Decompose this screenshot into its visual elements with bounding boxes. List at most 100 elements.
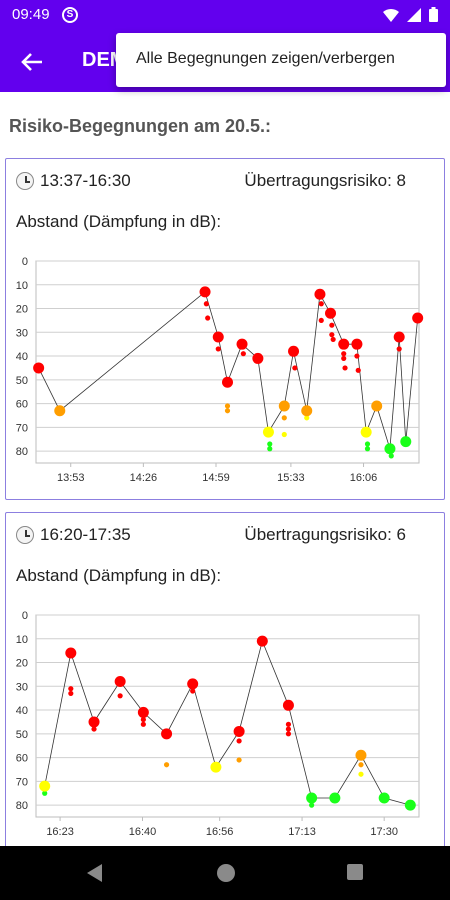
encounter-card[interactable]: 16:20-17:35 Übertragungsrisiko: 6 Abstan… xyxy=(5,512,445,850)
data-point xyxy=(163,762,170,768)
nav-recent-icon[interactable] xyxy=(346,863,364,881)
signal-app-icon: S xyxy=(62,7,78,23)
data-point xyxy=(205,315,211,321)
data-point xyxy=(210,761,222,773)
section-heading: Risiko-Begegnungen am 20.5.: xyxy=(9,116,272,136)
data-point xyxy=(304,415,310,421)
data-point xyxy=(351,338,363,350)
x-tick-label: 16:56 xyxy=(206,826,234,838)
y-tick-label: 70 xyxy=(16,422,28,434)
data-point xyxy=(325,307,337,319)
x-tick-label: 14:26 xyxy=(130,472,158,484)
card-time: 16:20-17:35 xyxy=(16,525,131,545)
menu-item-toggle-encounters[interactable]: Alle Begegnungen zeigen/verbergen xyxy=(136,50,395,67)
data-point xyxy=(309,802,315,808)
distance-label: Abstand (Dämpfung in dB): xyxy=(16,566,222,585)
time-range: 16:20-17:35 xyxy=(40,525,131,544)
data-point xyxy=(267,441,273,447)
x-tick-label: 16:06 xyxy=(350,472,378,484)
y-tick-label: 40 xyxy=(16,705,28,717)
distance-label: Abstand (Dämpfung in dB): xyxy=(16,212,222,231)
x-tick-label: 15:33 xyxy=(277,472,305,484)
data-point xyxy=(318,317,324,324)
data-point xyxy=(212,331,224,343)
data-point xyxy=(281,431,287,438)
x-tick-label: 13:53 xyxy=(57,472,85,484)
data-point xyxy=(341,355,347,362)
y-tick-label: 50 xyxy=(16,729,28,741)
data-point xyxy=(224,403,231,409)
time-range: 13:37-16:30 xyxy=(40,171,131,190)
data-point xyxy=(65,647,77,659)
data-point xyxy=(236,738,242,744)
data-point xyxy=(285,721,292,727)
y-tick-label: 30 xyxy=(16,327,28,339)
data-point xyxy=(140,721,146,727)
x-tick-label: 16:40 xyxy=(129,826,157,838)
data-point xyxy=(288,345,300,357)
data-point xyxy=(330,336,336,343)
data-point xyxy=(358,771,364,777)
status-time: 09:49 xyxy=(12,6,50,23)
y-tick-label: 0 xyxy=(22,256,28,268)
navigation-bar xyxy=(0,846,450,900)
y-tick-label: 50 xyxy=(16,375,28,387)
y-tick-label: 80 xyxy=(16,800,28,812)
data-point xyxy=(224,408,231,414)
data-point xyxy=(278,400,290,412)
data-point xyxy=(285,731,292,737)
data-point xyxy=(342,365,348,371)
transmission-risk: Übertragungsrisiko: 8 xyxy=(244,171,406,190)
data-point xyxy=(281,415,287,421)
back-button[interactable] xyxy=(14,44,50,80)
data-point xyxy=(114,676,126,688)
x-tick-label: 16:23 xyxy=(46,826,74,838)
data-point xyxy=(187,678,199,690)
data-point xyxy=(364,441,371,447)
status-icons xyxy=(383,7,438,22)
data-point xyxy=(358,762,364,768)
y-tick-label: 30 xyxy=(16,681,28,693)
y-tick-label: 20 xyxy=(16,304,28,316)
data-point xyxy=(329,332,335,338)
y-tick-label: 80 xyxy=(16,446,28,458)
data-point xyxy=(338,338,350,350)
data-point xyxy=(355,749,367,761)
data-point xyxy=(341,351,347,357)
data-point xyxy=(282,699,294,711)
data-point xyxy=(400,436,412,448)
y-tick-label: 40 xyxy=(16,351,28,363)
data-point xyxy=(91,726,97,732)
data-point xyxy=(393,331,405,343)
data-point xyxy=(54,405,66,417)
app-title: DEM xyxy=(82,49,127,71)
encounter-card[interactable]: 13:37-16:30 Übertragungsrisiko: 8 Abstan… xyxy=(5,158,445,500)
data-point xyxy=(117,693,123,699)
data-point xyxy=(88,716,100,728)
data-point xyxy=(329,322,335,328)
data-point xyxy=(371,400,383,412)
clock-icon xyxy=(16,172,34,190)
data-point xyxy=(306,792,318,804)
data-point xyxy=(262,426,274,438)
nav-back-icon[interactable] xyxy=(86,863,104,883)
data-point xyxy=(240,351,246,357)
data-point xyxy=(252,352,264,364)
data-point xyxy=(33,362,45,374)
data-point xyxy=(384,443,396,455)
y-tick-label: 0 xyxy=(22,610,28,622)
y-tick-label: 70 xyxy=(16,776,28,788)
signal-icon xyxy=(407,7,421,22)
data-point xyxy=(215,346,221,352)
data-point xyxy=(292,365,298,371)
data-point xyxy=(39,780,51,792)
data-point xyxy=(364,446,371,452)
data-point xyxy=(329,792,341,804)
nav-home-icon[interactable] xyxy=(216,863,236,883)
card-time: 13:37-16:30 xyxy=(16,171,131,191)
y-tick-label: 60 xyxy=(16,753,28,765)
data-point xyxy=(404,799,416,811)
data-point xyxy=(355,367,361,373)
data-point xyxy=(140,716,146,723)
data-point xyxy=(301,405,313,417)
